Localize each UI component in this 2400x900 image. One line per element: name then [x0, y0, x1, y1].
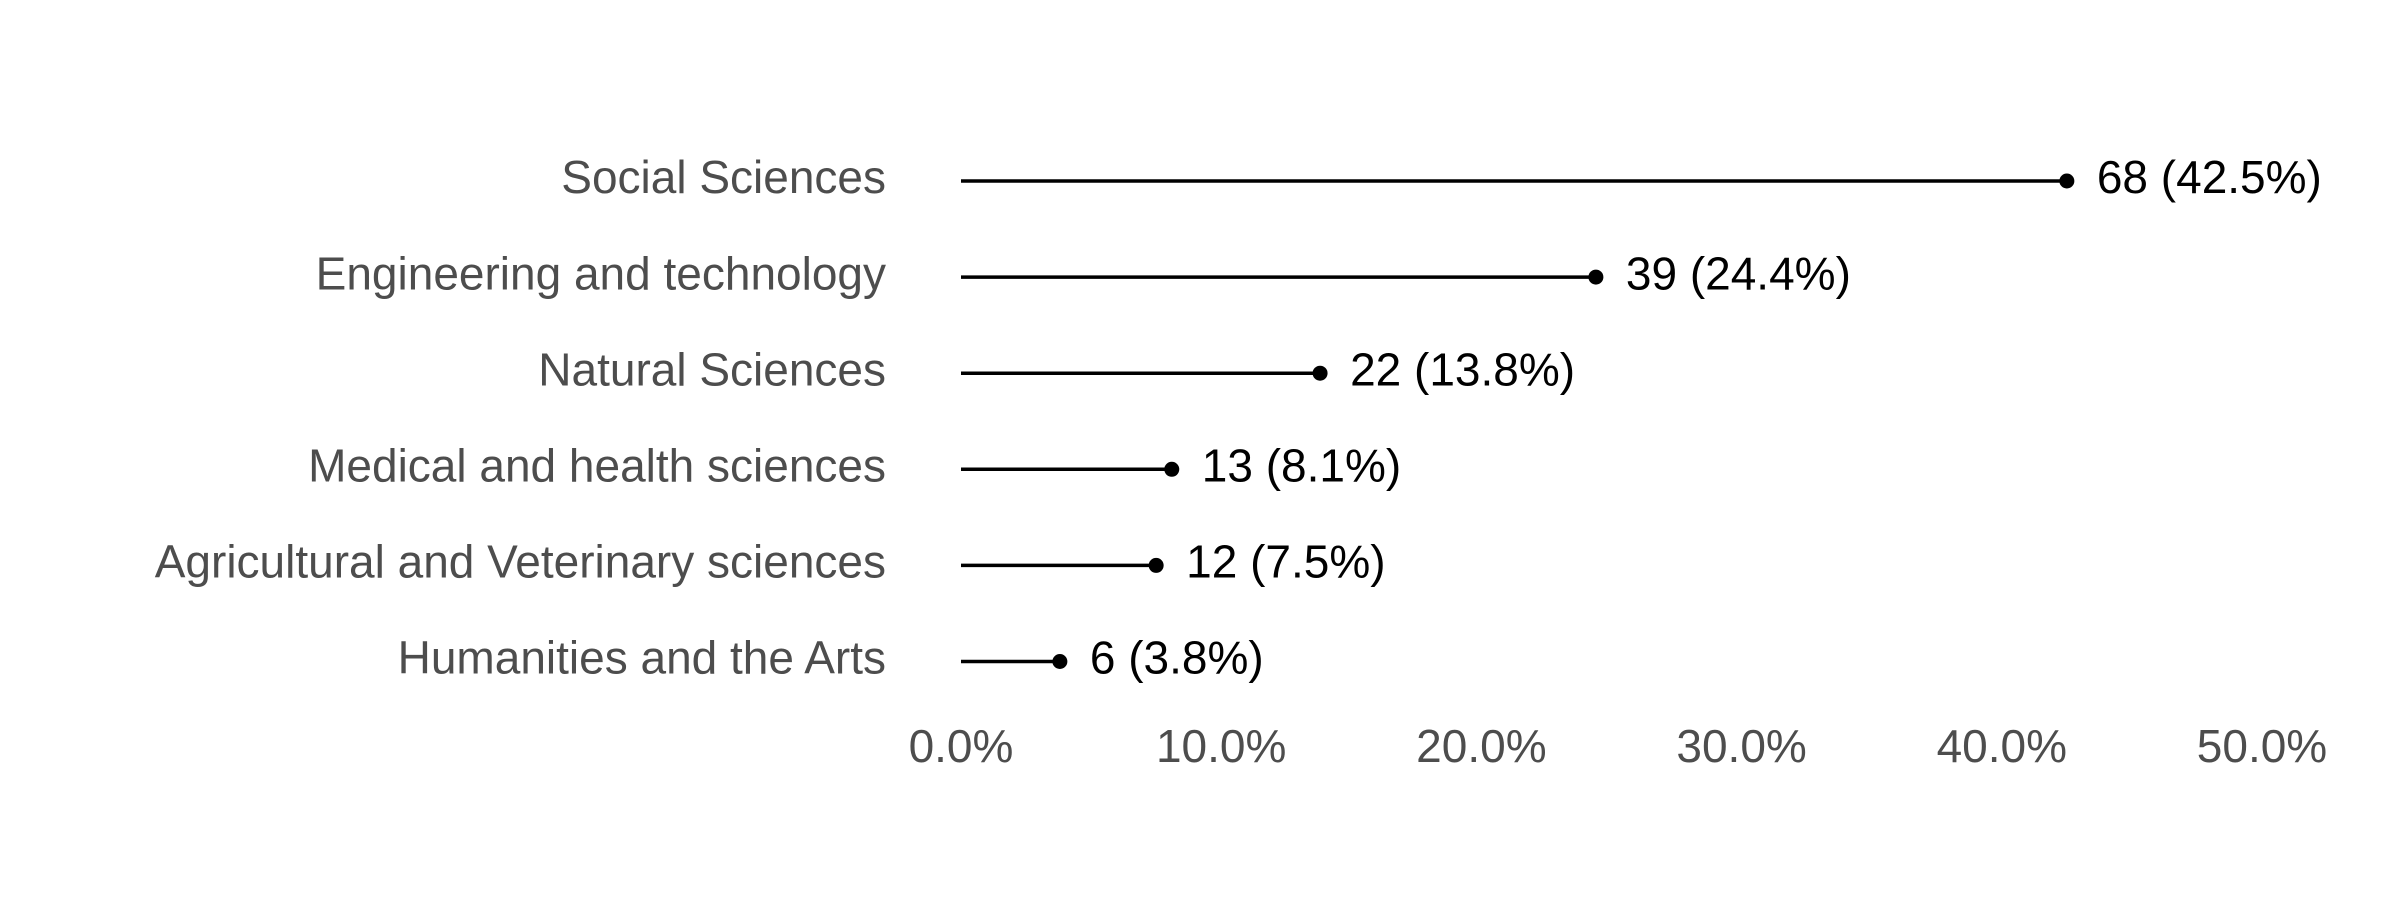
- lollipop-dot: [1312, 365, 1328, 381]
- x-tick-label: 10.0%: [1156, 720, 1286, 772]
- x-tick-label: 50.0%: [2197, 720, 2327, 772]
- value-label: 13 (8.1%): [1202, 439, 1401, 491]
- value-label: 12 (7.5%): [1186, 536, 1385, 588]
- lollipop-dot: [2059, 173, 2075, 189]
- category-label: Natural Sciences: [538, 343, 886, 395]
- category-label: Humanities and the Arts: [398, 632, 886, 684]
- lollipop-dot: [1588, 269, 1604, 285]
- category-label: Medical and health sciences: [308, 439, 886, 491]
- lollipop-dot: [1052, 654, 1068, 669]
- x-tick-label: 40.0%: [1937, 720, 2067, 772]
- value-label: 39 (24.4%): [1626, 247, 1851, 299]
- x-tick-label: 30.0%: [1676, 720, 1806, 772]
- category-label: Social Sciences: [561, 151, 886, 203]
- lollipop-dot: [1164, 461, 1180, 477]
- value-label: 22 (13.8%): [1350, 343, 1575, 395]
- value-label: 6 (3.8%): [1090, 632, 1264, 684]
- category-label: Agricultural and Veterinary sciences: [155, 536, 886, 588]
- x-tick-label: 0.0%: [909, 720, 1014, 772]
- value-label: 68 (42.5%): [2097, 151, 2322, 203]
- lollipop-dot: [1148, 557, 1164, 573]
- x-tick-label: 20.0%: [1416, 720, 1546, 772]
- category-label: Engineering and technology: [316, 247, 886, 299]
